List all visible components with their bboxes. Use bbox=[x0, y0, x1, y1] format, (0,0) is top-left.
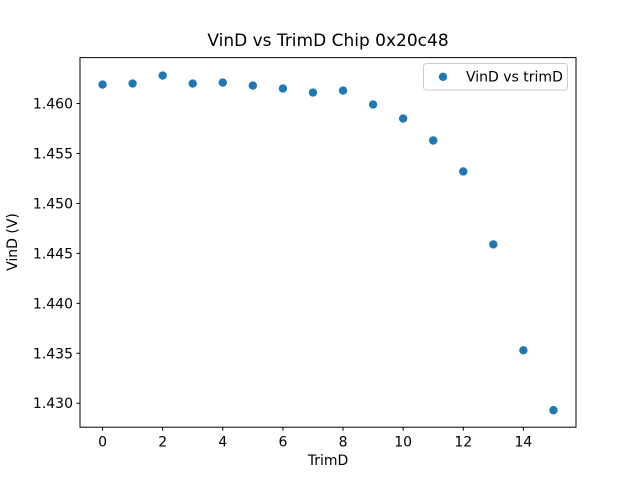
y-tick-label: 1.460 bbox=[33, 97, 73, 113]
legend-box bbox=[423, 63, 568, 91]
scatter-point bbox=[459, 167, 468, 176]
y-tick-label: 1.435 bbox=[33, 346, 73, 362]
scatter-point bbox=[549, 406, 558, 415]
scatter-point bbox=[429, 136, 438, 145]
scatter-point bbox=[128, 79, 137, 88]
legend-marker-icon bbox=[438, 72, 448, 82]
x-tick-label: 6 bbox=[278, 435, 287, 451]
x-tick-label: 2 bbox=[158, 435, 167, 451]
legend-label: VinD vs trimD bbox=[466, 70, 563, 86]
scatter-point bbox=[218, 78, 227, 87]
scatter-point bbox=[489, 240, 498, 249]
y-tick-label: 1.430 bbox=[33, 396, 73, 412]
chart-title: VinD vs TrimD Chip 0x20c48 bbox=[207, 31, 448, 51]
y-axis-ticks: 1.430 1.435 1.440 1.445 1.450 1.455 1.460 bbox=[33, 97, 80, 412]
x-tick-label: 10 bbox=[394, 435, 412, 451]
scatter-point bbox=[188, 79, 197, 88]
scatter-point bbox=[398, 114, 408, 123]
y-tick-label: 1.455 bbox=[33, 146, 73, 162]
scatter-point bbox=[338, 86, 348, 95]
scatter-point bbox=[248, 81, 258, 90]
scatter-series bbox=[98, 71, 558, 415]
x-tick-label: 0 bbox=[98, 435, 107, 451]
x-tick-label: 12 bbox=[454, 435, 472, 451]
x-tick-label: 4 bbox=[218, 435, 227, 451]
y-tick-label: 1.445 bbox=[33, 246, 73, 262]
x-tick-label: 14 bbox=[514, 435, 532, 451]
y-axis-label: VinD (V) bbox=[5, 213, 21, 271]
y-tick-label: 1.450 bbox=[33, 196, 73, 212]
x-axis-ticks: 0 2 4 6 8 10 12 14 bbox=[98, 427, 532, 451]
scatter-point bbox=[308, 88, 318, 97]
scatter-point bbox=[278, 84, 288, 93]
scatter-point bbox=[519, 346, 528, 355]
x-tick-label: 8 bbox=[339, 435, 348, 451]
x-axis-label: TrimD bbox=[307, 453, 349, 469]
plot-area bbox=[79, 57, 577, 428]
scatter-point bbox=[98, 80, 107, 89]
scatter-point bbox=[368, 100, 378, 109]
y-tick-label: 1.440 bbox=[33, 296, 73, 312]
legend: VinD vs trimD bbox=[423, 63, 568, 91]
scatter-point bbox=[158, 71, 167, 80]
